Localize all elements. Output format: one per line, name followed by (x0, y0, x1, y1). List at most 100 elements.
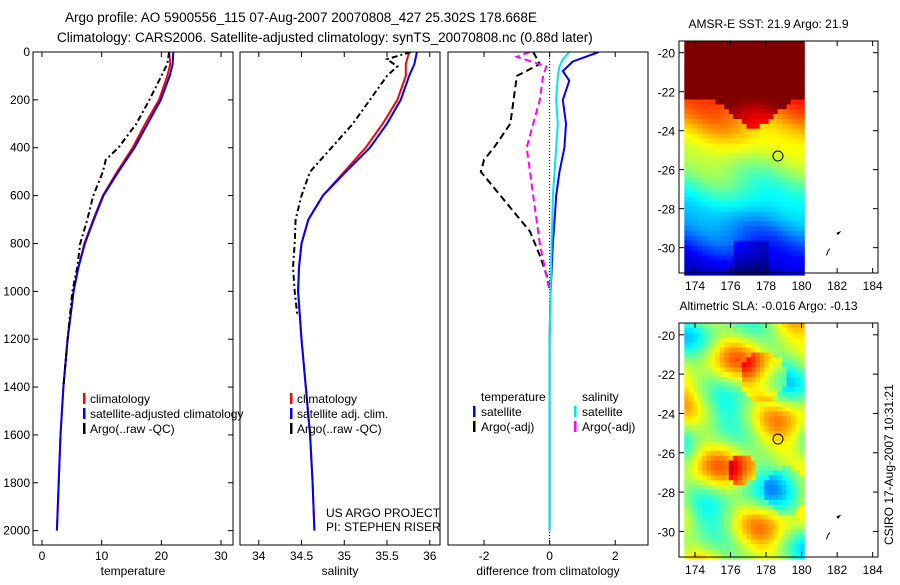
map-cell (799, 490, 805, 496)
map-cell (706, 544, 712, 550)
map-cell (751, 119, 756, 125)
map-cell (706, 470, 712, 476)
map-cell (711, 265, 716, 271)
map-cell (693, 504, 699, 511)
map-cell (782, 94, 788, 101)
map-cell (768, 138, 774, 144)
map-cell (759, 65, 765, 71)
map-cell (697, 500, 703, 506)
map-cell (733, 162, 739, 169)
map-cell (693, 367, 699, 373)
map-cell (742, 323, 748, 329)
map-cell (790, 450, 796, 457)
map-cell (702, 357, 708, 363)
map-cell (711, 534, 716, 540)
map-cell (693, 460, 699, 467)
map-cell (782, 221, 788, 227)
map-cell (795, 386, 801, 393)
map-cell (711, 119, 716, 125)
map-cell (759, 490, 765, 496)
map-cell (697, 250, 703, 257)
map-cell (799, 192, 805, 198)
map-cell (733, 327, 739, 334)
map-cell (688, 426, 694, 432)
map-cell (755, 197, 761, 203)
map-cell (697, 504, 703, 511)
map-cell (764, 377, 770, 383)
map-cell (728, 240, 734, 247)
map-cell (790, 45, 796, 52)
map-cell (724, 495, 730, 501)
map-cell (711, 431, 716, 437)
map-cell (711, 426, 716, 432)
map-cell (759, 41, 765, 47)
map-cell (795, 182, 801, 188)
map-cell (742, 216, 748, 222)
map-cell (684, 94, 690, 101)
map-cell (719, 470, 725, 476)
map-cell (742, 128, 748, 135)
map-cell (706, 514, 712, 521)
map-cell (799, 265, 805, 271)
map-cell (786, 436, 792, 442)
map-cell (724, 377, 730, 383)
map-cell (790, 182, 796, 188)
map-cell (702, 549, 708, 555)
map-cell (786, 450, 792, 457)
map-cell (773, 367, 779, 373)
map-cell (799, 226, 805, 232)
map-cell (795, 265, 801, 271)
map-cell (773, 265, 779, 271)
map-cell (782, 406, 788, 413)
map-cell (786, 514, 792, 521)
map-cell (759, 50, 765, 57)
map-cell (688, 372, 694, 378)
series-argo-raw-qc- (291, 52, 412, 316)
map-cell (795, 549, 801, 555)
legend-label: Argo(-adj) (582, 420, 635, 434)
y-tick-label: 400 (10, 141, 30, 155)
map-cell (706, 211, 712, 218)
map-cell (711, 460, 716, 467)
map-cell (724, 123, 730, 130)
map-cell (737, 221, 743, 227)
map-cell (711, 50, 716, 57)
map-cell (697, 148, 703, 154)
map-cell (724, 480, 730, 486)
map-cell (711, 255, 716, 261)
map-cell (706, 240, 712, 247)
map-cell (777, 94, 783, 101)
map-cell (688, 509, 694, 516)
map-cell (755, 123, 761, 130)
map-cell (702, 255, 708, 261)
map-cell (737, 372, 743, 378)
map-cell (768, 377, 774, 383)
map-cell (688, 143, 694, 149)
map-cell (688, 495, 694, 501)
map-cell (777, 386, 783, 393)
x-tick-label: 20 (155, 549, 169, 563)
map-cell (737, 470, 743, 476)
map-cell (755, 377, 761, 383)
map-cell (751, 177, 756, 183)
map-cell (746, 60, 752, 66)
map-cell (742, 396, 748, 403)
x-tick-label: 30 (214, 549, 228, 563)
map-cell (719, 401, 725, 408)
map-cell (759, 167, 765, 174)
map-cell (751, 436, 756, 442)
map-cell (715, 240, 721, 247)
map-cell (688, 226, 694, 232)
map-cell (702, 75, 708, 81)
map-cell (715, 386, 721, 393)
map-cell (684, 143, 690, 149)
map-cell (733, 549, 739, 555)
map-cell (719, 323, 725, 329)
map-cell (786, 211, 792, 218)
map-cell (742, 231, 748, 237)
map-cell (688, 534, 694, 540)
map-cell (693, 327, 699, 334)
map-cell (795, 421, 801, 427)
map-cell (777, 236, 783, 242)
map-cell (768, 255, 774, 261)
